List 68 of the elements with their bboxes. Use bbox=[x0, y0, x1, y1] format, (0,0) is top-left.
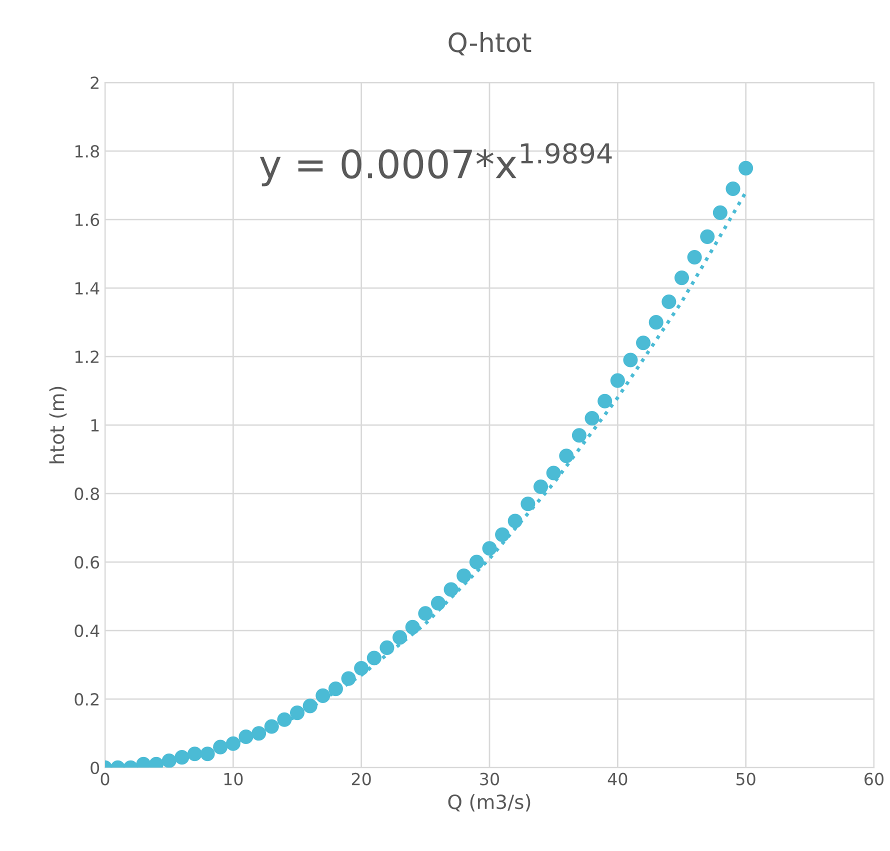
point bbox=[187, 746, 202, 762]
annotation: y = 0.0007*x$^{1.9894}$ bbox=[260, 143, 612, 186]
point bbox=[623, 352, 638, 368]
y-tick-label: 0.6 bbox=[74, 556, 100, 569]
point bbox=[162, 753, 176, 768]
point bbox=[316, 688, 330, 703]
point bbox=[598, 394, 612, 408]
x-tick-label: 40 bbox=[608, 772, 628, 786]
point bbox=[674, 270, 690, 286]
point bbox=[226, 736, 240, 751]
point bbox=[508, 514, 522, 528]
point bbox=[546, 466, 561, 480]
point bbox=[277, 712, 292, 727]
x-tick-label: 20 bbox=[352, 772, 371, 786]
point bbox=[648, 315, 664, 330]
point bbox=[174, 750, 190, 765]
point bbox=[738, 160, 754, 176]
y-tick-label: 1.2 bbox=[75, 350, 98, 363]
point bbox=[712, 205, 728, 220]
point bbox=[213, 740, 228, 754]
point bbox=[264, 719, 279, 734]
y-tick-label: 0.2 bbox=[74, 693, 98, 706]
x-tick-label: 30 bbox=[480, 772, 499, 786]
x-tick-label: 60 bbox=[864, 772, 884, 786]
point bbox=[700, 229, 715, 244]
y-tick-label: 0.4 bbox=[74, 624, 100, 638]
point bbox=[456, 568, 472, 584]
point bbox=[405, 620, 420, 634]
y-tick-label: 2 bbox=[90, 76, 98, 89]
point bbox=[444, 582, 458, 597]
point bbox=[328, 682, 343, 696]
point bbox=[290, 706, 305, 720]
point bbox=[533, 479, 548, 494]
y-tick-label: 1.8 bbox=[75, 145, 100, 158]
point bbox=[495, 527, 510, 542]
y-tick-label: 0.8 bbox=[74, 488, 100, 500]
point bbox=[559, 448, 574, 464]
point bbox=[482, 541, 497, 556]
point bbox=[584, 410, 600, 426]
point bbox=[366, 650, 382, 666]
point bbox=[392, 630, 408, 645]
point bbox=[469, 554, 484, 570]
point bbox=[662, 294, 676, 310]
point bbox=[520, 496, 536, 512]
point bbox=[418, 606, 433, 621]
point bbox=[200, 746, 215, 762]
x-axis-title: Q (m3/s) bbox=[448, 794, 530, 812]
y-tick-label: 0 bbox=[90, 762, 100, 774]
point bbox=[238, 729, 254, 744]
point bbox=[687, 250, 702, 265]
point bbox=[302, 698, 318, 714]
x-tick-label: 10 bbox=[224, 772, 243, 786]
point bbox=[572, 428, 586, 443]
point bbox=[726, 181, 740, 196]
y-axis-title: htot (m) bbox=[49, 386, 67, 464]
point bbox=[430, 596, 446, 610]
point bbox=[341, 671, 356, 686]
x-tick-label: 50 bbox=[736, 772, 756, 786]
y-tick-label: 1.4 bbox=[75, 282, 100, 294]
point bbox=[636, 336, 651, 350]
point bbox=[610, 373, 625, 388]
point bbox=[380, 640, 394, 655]
point bbox=[354, 660, 369, 676]
y-tick-label: 1 bbox=[91, 419, 99, 432]
chart-title: Q-htot bbox=[448, 32, 532, 56]
x-tick-label: 0 bbox=[100, 772, 110, 786]
y-tick-label: 1.6 bbox=[75, 214, 100, 226]
point bbox=[252, 726, 266, 741]
